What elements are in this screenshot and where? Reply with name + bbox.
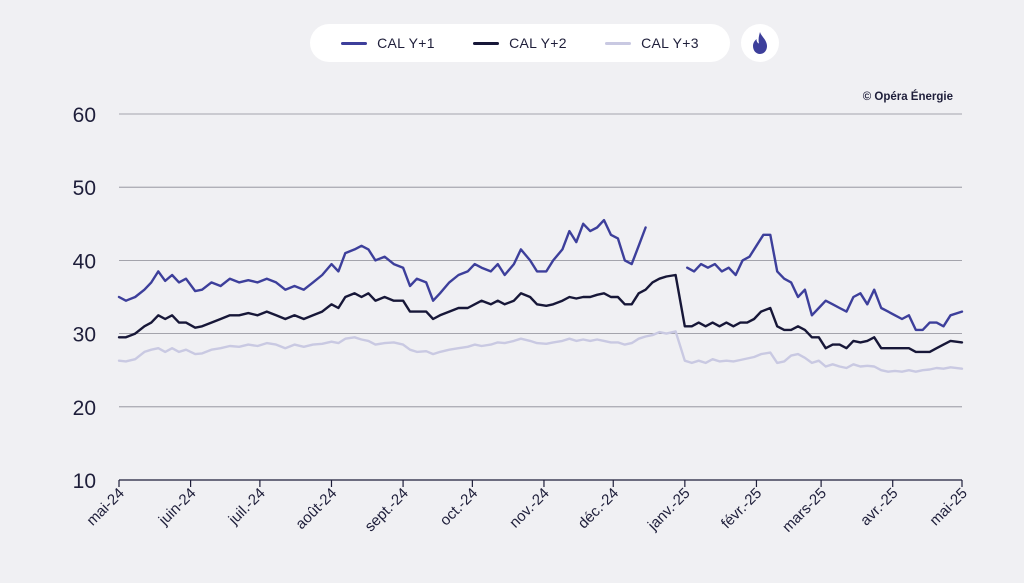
y-tick-label: 30 bbox=[73, 324, 96, 347]
legend: CAL Y+1 CAL Y+2 CAL Y+3 bbox=[310, 24, 730, 62]
copyright-notice: © Opéra Énergie bbox=[862, 91, 953, 103]
y-tick-label: 60 bbox=[73, 104, 96, 127]
series-line-cal-y-3 bbox=[117, 330, 964, 373]
x-tick-label: févr.-25 bbox=[718, 485, 765, 532]
x-tick-label: nov.-24 bbox=[506, 485, 553, 532]
series-line-cal-y-1 bbox=[117, 218, 647, 302]
legend-label-cal-y2: CAL Y+2 bbox=[509, 35, 567, 51]
y-tick-label: 20 bbox=[73, 397, 96, 420]
y-tick-label: 40 bbox=[73, 250, 96, 273]
legend-label-cal-y1: CAL Y+1 bbox=[377, 35, 435, 51]
x-tick-label: sept.-24 bbox=[362, 485, 412, 535]
legend-item-cal-y2[interactable]: CAL Y+2 bbox=[473, 35, 567, 51]
series-line-cal-y-2 bbox=[117, 273, 964, 354]
legend-item-cal-y1[interactable]: CAL Y+1 bbox=[341, 35, 435, 51]
flame-button[interactable] bbox=[741, 24, 779, 62]
x-tick-label: juin-24 bbox=[155, 485, 200, 530]
flame-icon bbox=[753, 32, 767, 54]
x-tick-label: mai-25 bbox=[926, 485, 970, 529]
legend-item-cal-y3[interactable]: CAL Y+3 bbox=[605, 35, 699, 51]
x-tick-label: avr.-25 bbox=[857, 485, 901, 529]
legend-label-cal-y3: CAL Y+3 bbox=[641, 35, 699, 51]
legend-swatch-cal-y1 bbox=[341, 41, 368, 45]
x-tick-label: déc.-24 bbox=[575, 485, 622, 532]
y-tick-label: 10 bbox=[73, 470, 96, 493]
series-line-cal-y-1 bbox=[686, 233, 964, 332]
legend-swatch-cal-y3 bbox=[605, 41, 632, 45]
x-tick-label: oct.-24 bbox=[437, 485, 481, 529]
legend-swatch-cal-y2 bbox=[473, 41, 500, 45]
x-tick-label: juil.-24 bbox=[225, 485, 269, 529]
x-tick-label: janv.-25 bbox=[644, 485, 694, 535]
x-tick-label: mars-25 bbox=[779, 485, 830, 536]
y-tick-label: 50 bbox=[73, 177, 96, 200]
x-tick-label: août-24 bbox=[292, 485, 340, 533]
